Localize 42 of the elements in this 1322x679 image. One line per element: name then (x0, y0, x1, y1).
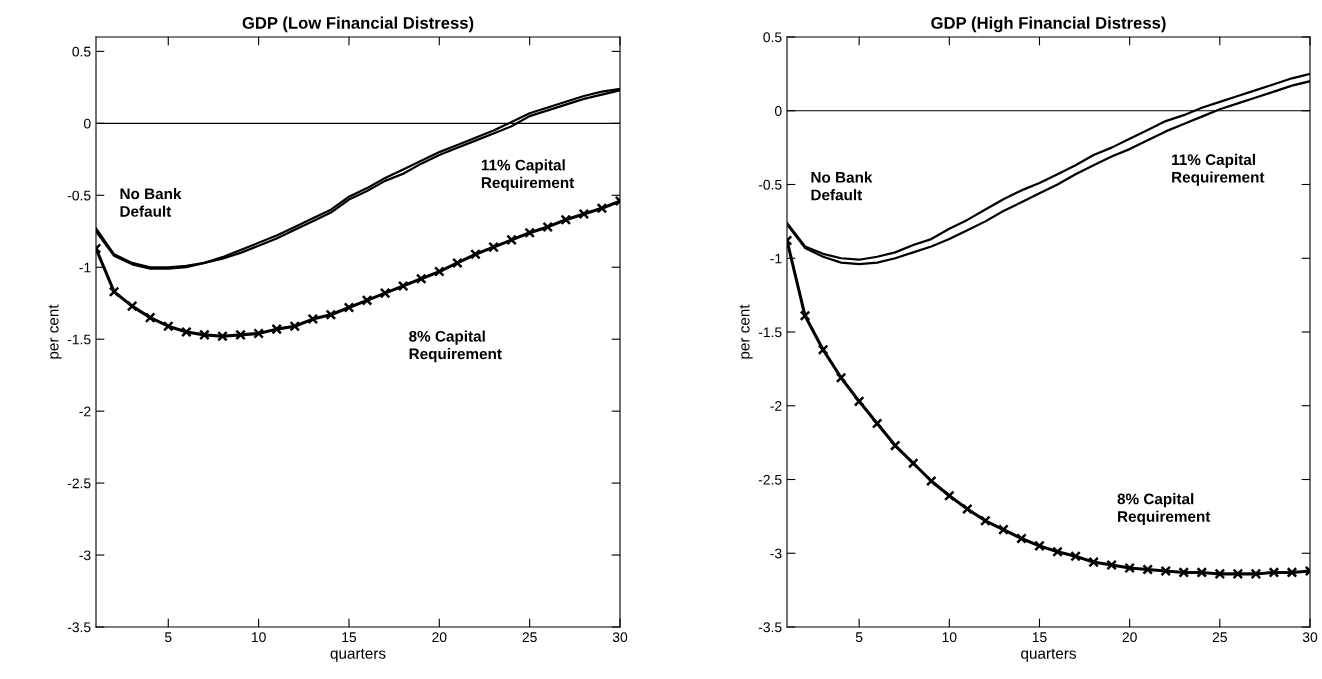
y-tick-label: -2 (770, 401, 782, 411)
y-tick-label: -2.5 (758, 474, 782, 485)
y-axis-title: per cent (48, 304, 62, 359)
y-tick-label: -3 (770, 548, 782, 559)
y-tick-label: 0.5 (763, 32, 782, 43)
x-tick-label: 15 (1032, 632, 1047, 643)
y-tick-label: -3 (79, 550, 91, 561)
x-tick-label: 5 (855, 632, 863, 643)
x-tick-label: 10 (942, 632, 957, 643)
y-tick-label: 0 (83, 118, 91, 129)
x-tick-label: 30 (612, 632, 628, 643)
y-tick-label: -3.5 (758, 622, 782, 633)
text: 8% Capital Requirement (409, 330, 502, 363)
y-tick-label: -3.5 (67, 622, 91, 633)
text: 8% Capital Requirement (1117, 493, 1211, 525)
x-tick-label: 5 (164, 632, 172, 643)
y-tick-label: 0 (774, 106, 782, 116)
chart-title: GDP (High Financial Distress) (931, 16, 1166, 33)
y-tick-label: -0.5 (67, 190, 91, 201)
x-axis-title: quarters (330, 648, 386, 662)
x-tick-label: 10 (251, 632, 266, 643)
x-tick-label: 25 (522, 632, 537, 643)
series-label: 11% Capital Requirement (481, 159, 575, 192)
y-tick-label: -0.5 (758, 179, 782, 190)
series-label: No Bank Default (120, 188, 182, 217)
x-axis-title: quarters (1021, 648, 1076, 662)
y-tick-label: -1 (770, 253, 782, 264)
x-tick-label: 25 (1212, 632, 1227, 643)
x-tick-label: 20 (1122, 632, 1137, 643)
x-tick-label: 15 (342, 632, 357, 643)
y-axis-title: per cent (739, 304, 753, 359)
chart-title: GDP (Low Financial Distress) (242, 16, 474, 33)
y-tick-label: 0.5 (72, 46, 91, 57)
x-tick-label: 30 (1302, 632, 1318, 643)
y-tick-label: -2 (79, 406, 91, 417)
x-tick-label: 20 (432, 632, 447, 643)
text: No Bank Default (811, 171, 873, 201)
y-tick-label: -1.5 (67, 334, 91, 345)
y-tick-label: -1 (79, 262, 91, 273)
series-label: 11% Capital Requirement (1172, 153, 1265, 186)
y-tick-label: -2.5 (67, 478, 91, 489)
y-tick-label: -1.5 (758, 327, 782, 338)
